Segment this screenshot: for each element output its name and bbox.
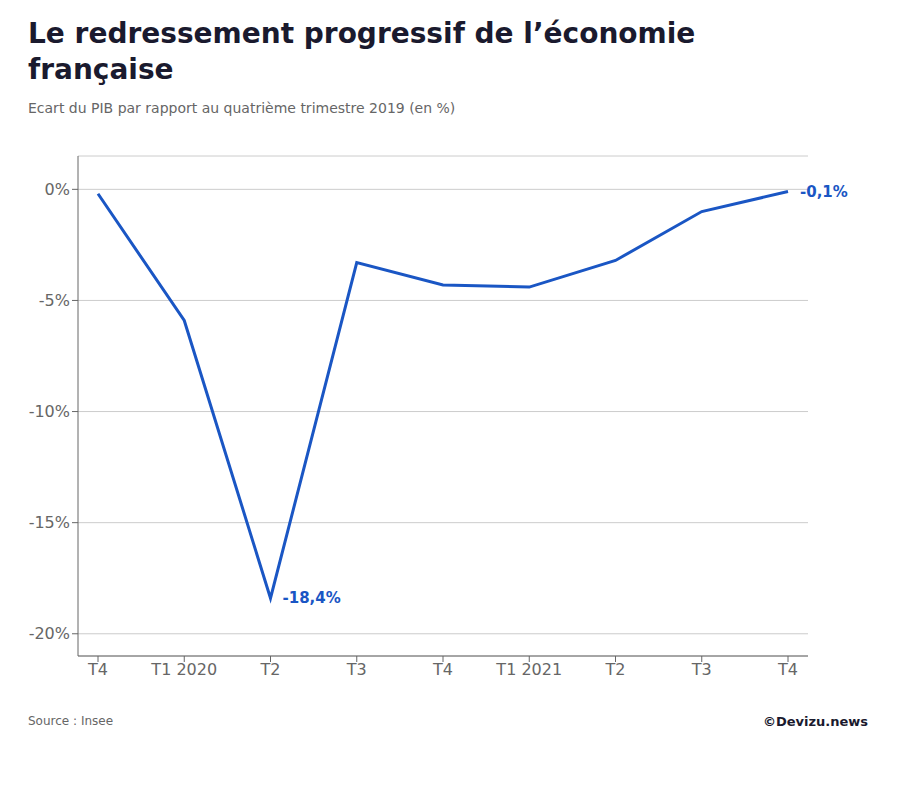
svg-text:T2: T2 xyxy=(260,660,281,679)
html-text:Source : Insee: Source : Insee xyxy=(28,714,114,728)
svg-text:-0,1%: -0,1% xyxy=(800,183,848,201)
html-text:©Devizu.news: ©Devizu.news xyxy=(762,714,868,729)
svg-text:T4: T4 xyxy=(777,660,798,679)
svg-text:T2: T2 xyxy=(605,660,626,679)
svg-text:T4: T4 xyxy=(87,660,108,679)
svg-text:T4: T4 xyxy=(432,660,453,679)
svg-text:-15%: -15% xyxy=(29,513,70,532)
svg-text:-20%: -20% xyxy=(29,624,70,643)
svg-text:-5%: -5% xyxy=(39,291,70,310)
svg-text:T1 2021: T1 2021 xyxy=(495,660,562,679)
html-text:Ecart du PIB par rapport au qu: Ecart du PIB par rapport au quatrième tr… xyxy=(28,100,456,116)
svg-text:T3: T3 xyxy=(346,660,367,679)
svg-text:T1 2020: T1 2020 xyxy=(150,660,217,679)
svg-text:-18,4%: -18,4% xyxy=(283,589,341,607)
html-text:Le redressement progressif de: Le redressement progressif de l’économie… xyxy=(28,17,696,86)
svg-text:T3: T3 xyxy=(691,660,712,679)
svg-text:0%: 0% xyxy=(45,180,70,199)
svg-text:-10%: -10% xyxy=(29,402,70,421)
